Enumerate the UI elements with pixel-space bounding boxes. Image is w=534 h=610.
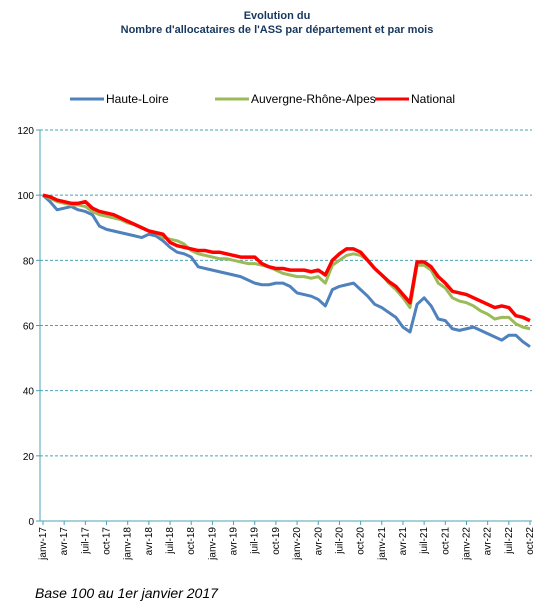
x-tick-label: janv-22 bbox=[461, 527, 472, 561]
x-tick-label: janv-19 bbox=[207, 527, 218, 561]
x-tick-label: oct-20 bbox=[356, 527, 367, 555]
series-line bbox=[42, 193, 531, 323]
legend-label: National bbox=[411, 92, 455, 106]
x-tick-label: juil-21 bbox=[419, 527, 430, 555]
x-tick-label: juil-17 bbox=[80, 527, 91, 555]
x-tick-label: janv-18 bbox=[123, 527, 134, 561]
x-tick-label: oct-18 bbox=[186, 527, 197, 555]
chart-title: Evolution du bbox=[244, 10, 311, 22]
x-tick-label: janv-21 bbox=[377, 527, 388, 561]
x-tick-label: juil-18 bbox=[165, 527, 176, 555]
x-tick-label: janv-17 bbox=[38, 527, 49, 561]
x-tick-label: avr-21 bbox=[398, 527, 409, 556]
x-tick-label: oct-22 bbox=[525, 527, 534, 555]
y-tick-label: 100 bbox=[17, 191, 34, 202]
y-tick-label: 20 bbox=[23, 452, 35, 463]
series-line bbox=[41, 194, 531, 348]
y-tick-label: 80 bbox=[23, 256, 35, 267]
legend-label: Haute-Loire bbox=[106, 92, 169, 106]
x-tick-label: oct-19 bbox=[271, 527, 282, 555]
x-tick-label: avr-17 bbox=[59, 527, 70, 556]
y-tick-label: 40 bbox=[23, 387, 35, 398]
legend-label: Auvergne-Rhône-Alpes bbox=[251, 92, 376, 106]
x-tick-label: avr-22 bbox=[483, 527, 494, 556]
y-tick-label: 120 bbox=[17, 126, 34, 137]
footnote: Base 100 au 1er janvier 2017 bbox=[35, 585, 219, 601]
x-tick-label: oct-21 bbox=[440, 527, 451, 555]
x-tick-label: avr-20 bbox=[313, 527, 324, 556]
x-tick-label: juil-20 bbox=[334, 527, 345, 555]
x-tick-label: avr-18 bbox=[144, 527, 155, 556]
y-tick-label: 0 bbox=[28, 517, 34, 528]
x-tick-label: oct-17 bbox=[102, 527, 113, 555]
y-tick-label: 60 bbox=[23, 322, 35, 333]
x-tick-label: janv-20 bbox=[292, 527, 303, 561]
x-tick-label: juil-19 bbox=[250, 527, 261, 555]
chart-subtitle: Nombre d'allocataires de l'ASS par dépar… bbox=[121, 24, 434, 36]
x-tick-label: avr-19 bbox=[229, 527, 240, 556]
x-tick-label: juil-22 bbox=[504, 527, 515, 555]
